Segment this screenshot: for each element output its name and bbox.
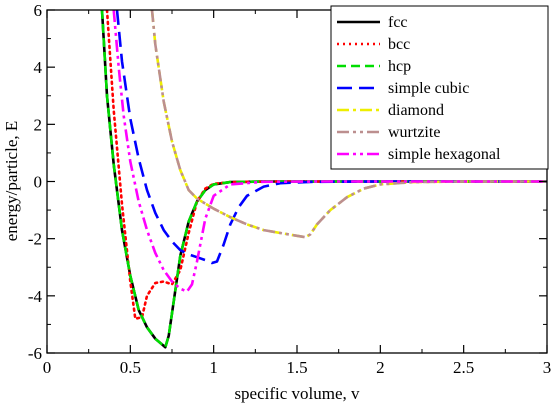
series-line-simple-hexagonal (112, 10, 547, 293)
series-line-wurtzite (150, 10, 547, 239)
y-tick-label: 2 (34, 115, 43, 134)
x-tick-label: 2 (376, 358, 385, 377)
x-tick-label: 3 (543, 358, 552, 377)
legend-label-wurtzite: wurtzite (388, 124, 440, 141)
legend-label-diamond: diamond (388, 102, 444, 119)
legend-label-hcp: hcp (388, 58, 411, 75)
x-tick-label: 0 (43, 358, 52, 377)
x-tick-label: 1.5 (286, 358, 307, 377)
series-layer (100, 10, 547, 349)
y-tick-label: 4 (34, 58, 43, 77)
x-tick-label: 1 (209, 358, 218, 377)
legend-label-simple-cubic: simple cubic (388, 80, 469, 97)
legend-label-fcc: fcc (388, 14, 408, 31)
y-axis-label: energy/particle, E (2, 121, 21, 242)
legend: fcc bcc hcp simple cubic diamond wurtzite simp… (330, 5, 549, 170)
y-tick-label: 6 (34, 1, 43, 20)
y-tick-label: -6 (28, 344, 42, 363)
y-tick-label: -2 (28, 230, 42, 249)
ticks-layer: 0 0.5 1 1.5 2 2.5 3 -6 -4 -2 0 2 4 6 (28, 1, 551, 377)
y-tick-label: 0 (34, 173, 43, 192)
x-axis-label: specific volume, v (234, 384, 360, 403)
legend-label-simple-hexagonal: simple hexagonal (388, 146, 501, 163)
series-line-hcp (100, 10, 547, 349)
legend-label-bcc: bcc (388, 36, 410, 53)
x-tick-label: 0.5 (120, 358, 141, 377)
y-tick-label: -4 (28, 287, 43, 306)
x-tick-label: 2.5 (453, 358, 474, 377)
